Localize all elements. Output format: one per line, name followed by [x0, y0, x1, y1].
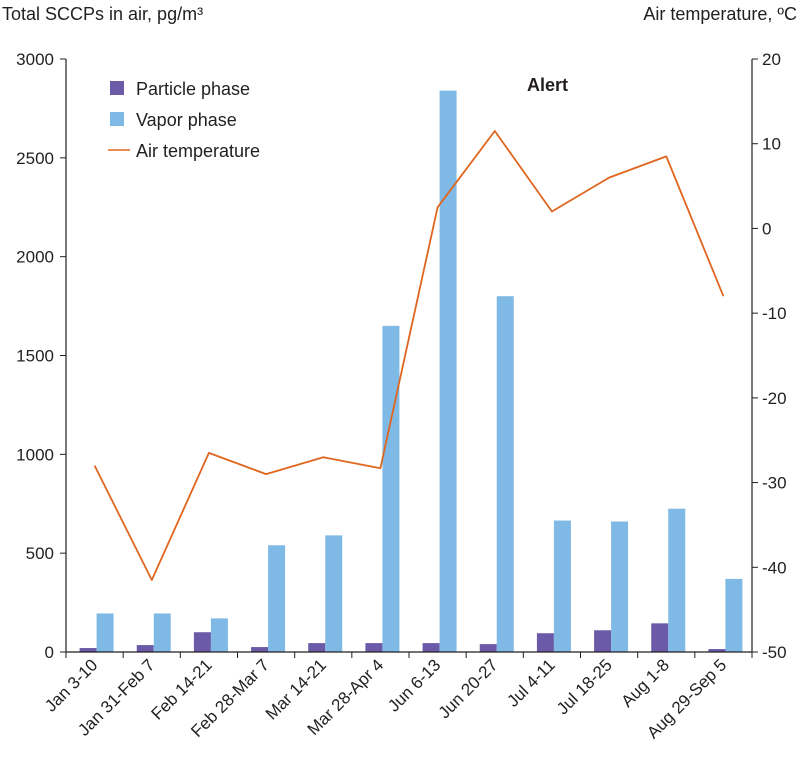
legend-label-temperature: Air temperature — [136, 141, 260, 161]
bar-particle-phase — [193, 632, 211, 652]
bar-particle-phase — [136, 645, 154, 652]
bar-particle-phase — [651, 623, 669, 652]
bar-vapor-phase — [725, 578, 743, 652]
bar-vapor-phase — [153, 613, 171, 652]
chart-annotation: Alert — [527, 75, 568, 95]
right-tick-label: -20 — [762, 389, 787, 408]
bar-particle-phase — [536, 633, 554, 652]
left-tick-label: 1500 — [16, 347, 54, 366]
bar-particle-phase — [594, 630, 612, 652]
bar-vapor-phase — [382, 325, 400, 652]
x-tick-label: Jul 18-25 — [553, 655, 616, 718]
x-tick-label: Jun 20-27 — [435, 655, 502, 722]
legend-label-particle: Particle phase — [136, 79, 250, 99]
x-tick-label: Jan 3-10 — [41, 655, 101, 715]
bar-particle-phase — [79, 648, 97, 652]
bar-vapor-phase — [439, 90, 457, 653]
bar-vapor-phase — [553, 520, 571, 652]
right-tick-label: -50 — [762, 643, 787, 662]
bar-particle-phase — [479, 644, 497, 652]
x-tick-label: Jun 6-13 — [384, 655, 444, 715]
bar-particle-phase — [251, 647, 269, 652]
x-tick-label: Aug 1-8 — [618, 655, 674, 711]
left-tick-label: 1000 — [16, 445, 54, 464]
bar-vapor-phase — [210, 618, 228, 652]
right-tick-label: 0 — [762, 219, 771, 238]
left-tick-label: 2000 — [16, 248, 54, 267]
left-tick-label: 2500 — [16, 149, 54, 168]
bars-layer — [79, 90, 743, 653]
right-tick-label: 20 — [762, 50, 781, 69]
x-tick-label: Jul 4-11 — [503, 655, 558, 710]
right-tick-label: -10 — [762, 304, 787, 323]
left-tick-label: 0 — [45, 643, 54, 662]
bar-particle-phase — [308, 643, 326, 652]
bar-particle-phase — [708, 649, 726, 652]
right-tick-label: -30 — [762, 474, 787, 493]
left-axis-title: Total SCCPs in air, pg/m³ — [2, 4, 203, 24]
legend-label-vapor: Vapor phase — [136, 110, 237, 130]
line-air-temperature — [93, 130, 725, 581]
right-axis-title: Air temperature, ºC — [643, 4, 797, 24]
bar-vapor-phase — [611, 521, 629, 652]
bar-particle-phase — [365, 643, 383, 652]
line-layer — [93, 130, 725, 581]
legend-swatch-particle — [110, 81, 124, 95]
bar-particle-phase — [422, 643, 440, 652]
bar-vapor-phase — [268, 545, 286, 652]
left-tick-label: 500 — [26, 544, 54, 563]
legend-swatch-vapor — [110, 112, 124, 126]
bar-vapor-phase — [668, 508, 686, 652]
left-tick-label: 3000 — [16, 50, 54, 69]
bar-vapor-phase — [325, 535, 343, 652]
bar-vapor-phase — [496, 296, 514, 652]
right-tick-label: -40 — [762, 558, 787, 577]
right-tick-label: 10 — [762, 135, 781, 154]
bar-vapor-phase — [96, 613, 114, 652]
legend: Particle phase Vapor phase Air temperatu… — [108, 79, 260, 161]
